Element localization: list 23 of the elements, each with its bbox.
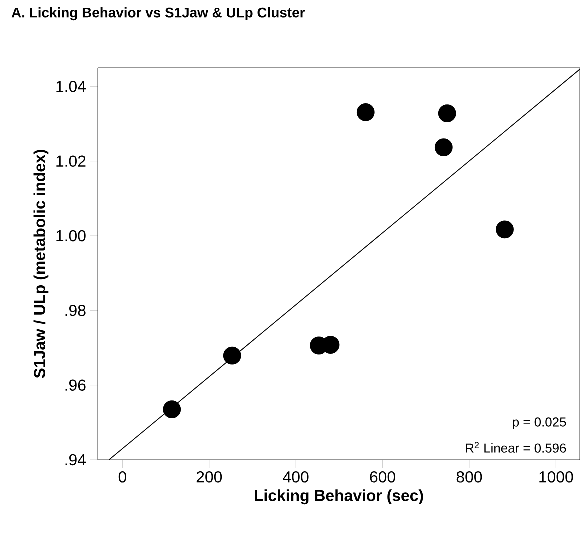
point <box>356 103 375 122</box>
y-tick-label: .96 <box>66 380 86 391</box>
x-tick-label: 200 <box>196 472 222 483</box>
point <box>163 400 182 419</box>
y-axis-title: S1Jaw / ULp (metabolic index) <box>34 150 49 378</box>
x-tick-label: 800 <box>456 472 482 483</box>
y-tick-label: .98 <box>66 305 86 316</box>
x-tick-label: 0 <box>118 472 127 483</box>
y-tick-label: 1.04 <box>56 81 86 92</box>
annotation: R$^{2}$ Linear = 0.596 <box>466 442 566 453</box>
y-tick-label: .94 <box>66 454 86 466</box>
y-tick-label: 1.00 <box>56 230 86 242</box>
x-tick-label: 400 <box>283 472 309 483</box>
chart-title: A. Licking Behavior vs S1Jaw & ULp Cluster <box>12 8 306 21</box>
annotation: p = 0.025 <box>513 418 566 430</box>
point <box>223 346 242 365</box>
x-tick-label: 600 <box>370 472 396 483</box>
point <box>434 138 453 156</box>
point <box>438 104 456 122</box>
y-tick-label: 1.02 <box>56 156 86 167</box>
point <box>496 220 514 239</box>
x-tick-label: 1000 <box>540 472 574 483</box>
x-axis-title: Licking Behavior (sec) <box>255 490 424 505</box>
